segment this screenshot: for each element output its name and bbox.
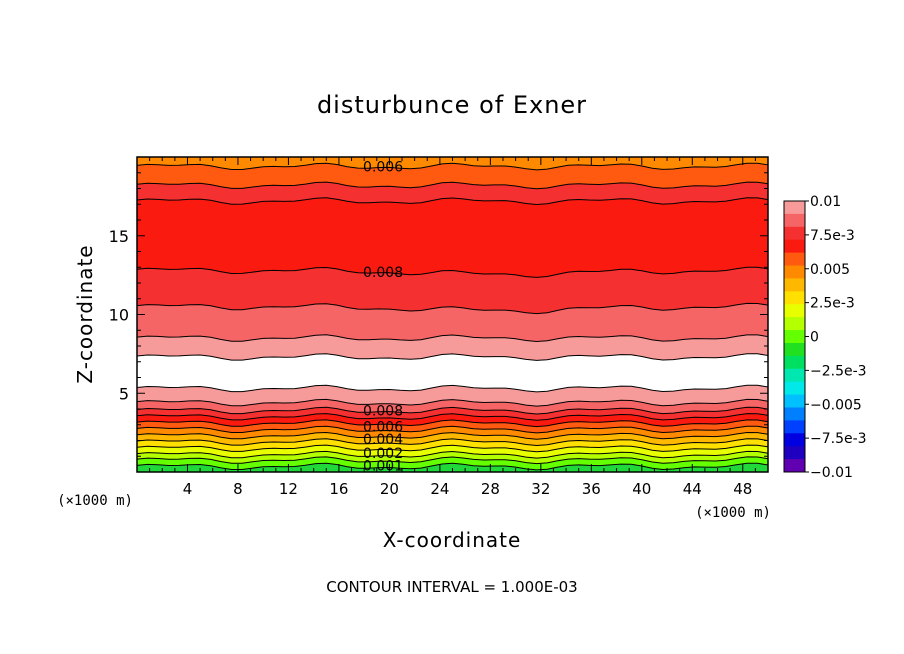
x-tick-label: 32 — [531, 480, 550, 498]
contour-line — [136, 438, 769, 447]
colorbar-swatch — [784, 381, 805, 396]
contour-line — [136, 334, 769, 343]
contour-line — [136, 398, 769, 407]
colorbar — [783, 200, 806, 473]
y-tick-label: 10 — [109, 306, 129, 325]
colorbar-swatch — [784, 213, 805, 228]
colorbar-swatch — [784, 355, 805, 370]
y-axis-ticks: 5 10 15 — [109, 156, 768, 473]
contour-label: 0.004 — [363, 432, 403, 448]
colorbar-swatch — [784, 265, 805, 279]
contour-label: 0.001 — [363, 459, 403, 475]
contour-line — [136, 413, 769, 421]
contour-line — [136, 419, 769, 428]
colorbar-swatch — [784, 304, 805, 318]
x-axis-label: X-coordinate — [383, 528, 522, 552]
x-tick-label: 20 — [380, 480, 399, 498]
chart-title: disturbunce of Exner — [317, 91, 587, 119]
colorbar-label: −0.005 — [810, 397, 862, 413]
contour-line — [136, 181, 769, 190]
contour-label: 0.002 — [363, 446, 403, 462]
colorbar-swatch — [784, 368, 805, 383]
colorbar-label: −0.01 — [810, 465, 853, 481]
x-unit-label: (×1000 m) — [695, 505, 771, 521]
colorbar-swatch — [784, 420, 805, 434]
contour-line — [136, 462, 769, 471]
x-tick-label: 12 — [279, 480, 298, 498]
colorbar-swatch — [784, 291, 805, 305]
contour-line — [136, 450, 769, 459]
contour-label: 0.008 — [363, 265, 403, 281]
x-tick-label: 16 — [329, 480, 348, 498]
y-axis-label: Z-coordinate — [73, 244, 97, 383]
colorbar-label: −2.5e-3 — [810, 363, 867, 379]
colorbar-swatch — [784, 239, 805, 254]
colorbar-swatch — [784, 446, 805, 460]
contour-line — [136, 456, 769, 465]
contour-line — [136, 302, 769, 315]
colorbar-swatch — [784, 459, 805, 473]
contour-label: 0.006 — [363, 159, 403, 175]
contour-line — [136, 384, 769, 393]
x-tick-label: 24 — [430, 480, 449, 498]
colorbar-swatch — [784, 394, 805, 408]
x-axis-ticks: 4 8 12 16 20 24 28 32 36 40 44 48 — [136, 157, 769, 498]
contour-line — [136, 444, 769, 453]
colorbar-swatch — [784, 278, 805, 292]
colorbar-label: 2.5e-3 — [810, 296, 855, 312]
y-tick-label: 15 — [109, 227, 129, 246]
contour-line — [136, 406, 769, 415]
contour-line — [136, 266, 769, 278]
contour-label: 0.006 — [363, 419, 403, 435]
y-unit-label: (×1000 m) — [57, 493, 133, 509]
colorbar-swatch — [784, 201, 805, 215]
colorbar-swatch — [784, 317, 805, 331]
x-tick-label: 36 — [582, 480, 601, 498]
x-tick-label: 44 — [683, 480, 702, 498]
colorbar-label: 0 — [810, 330, 819, 346]
colorbar-label: 0.005 — [810, 262, 850, 278]
colorbar-swatch — [784, 407, 805, 421]
contour-line — [136, 162, 769, 171]
contour-line — [136, 431, 769, 440]
contour-label: 0.008 — [363, 404, 403, 420]
colorbar-swatch — [784, 252, 805, 267]
colorbar-swatch — [784, 433, 805, 447]
contour-line — [136, 353, 769, 361]
x-tick-label: 28 — [481, 480, 500, 498]
contour-interval-footer: CONTOUR INTERVAL = 1.000E-03 — [326, 578, 577, 596]
x-tick-label: 40 — [632, 480, 651, 498]
colorbar-label: 0.01 — [810, 194, 841, 210]
colorbar-swatch — [784, 342, 805, 357]
x-tick-label: 8 — [233, 480, 243, 498]
colorbar-label: −7.5e-3 — [810, 431, 867, 447]
colorbar-swatch — [784, 226, 805, 241]
x-tick-label: 4 — [183, 480, 193, 498]
y-tick-label: 5 — [119, 384, 129, 403]
contour-lines — [136, 162, 769, 471]
colorbar-swatch — [784, 330, 805, 344]
x-tick-label: 48 — [733, 480, 752, 498]
contour-band — [136, 197, 769, 278]
colorbar-label: 7.5e-3 — [810, 228, 855, 244]
contour-line — [136, 197, 769, 206]
colorbar-labels: 0.01 7.5e-3 0.005 2.5e-3 0 −2.5e-3 −0.005 −7.5e… — [805, 194, 867, 481]
contour-line — [136, 425, 769, 434]
